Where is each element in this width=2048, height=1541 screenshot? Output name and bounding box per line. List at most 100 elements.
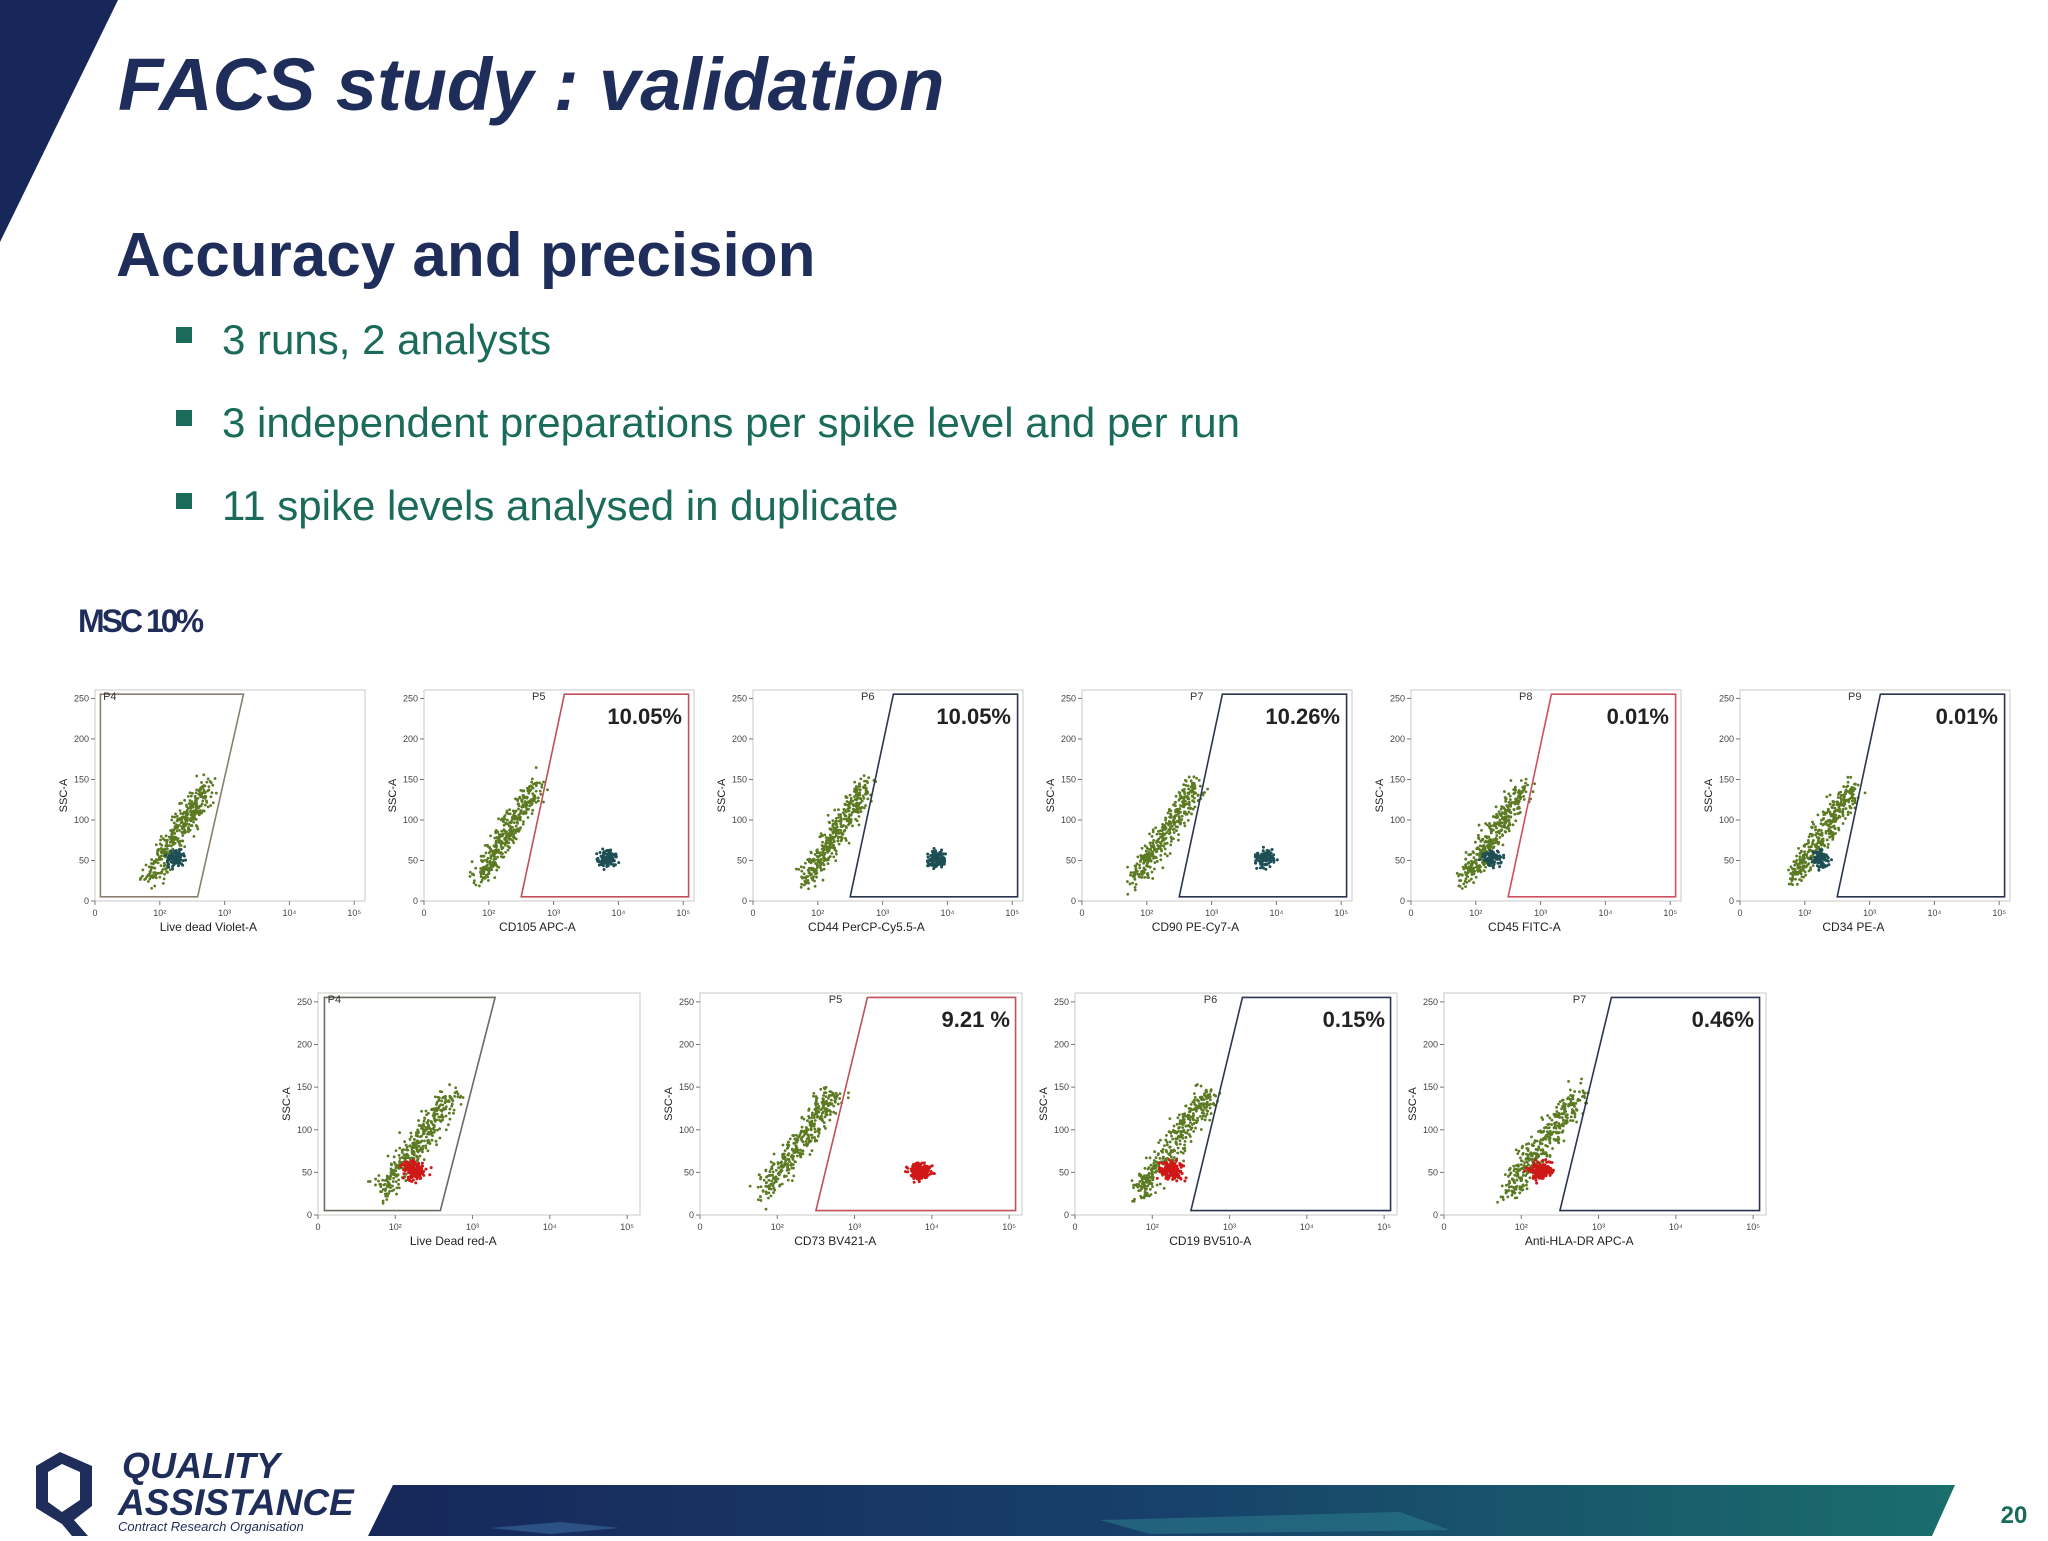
event-dot [408,1169,411,1172]
event-dot [163,865,166,868]
event-dot [810,1128,813,1131]
event-dot [822,1110,825,1113]
event-dot [1467,869,1470,872]
event-dot [397,1183,400,1186]
gate-name: P4 [103,691,116,703]
event-dot [380,1183,383,1186]
event-dot [833,809,836,812]
event-dot [494,851,497,854]
y-tick-label: 150 [1054,1082,1069,1092]
event-dot [1154,826,1157,829]
event-dot [833,1099,836,1102]
event-dot [159,839,162,842]
event-dot [507,845,510,848]
event-dot [1501,816,1504,819]
event-dot [1492,829,1495,832]
event-dot [803,884,806,887]
event-dot [817,1107,820,1110]
event-dot [1497,830,1500,833]
event-dot [762,1190,765,1193]
gate-percent: 9.21 % [942,1007,1011,1032]
x-tick-label: 10⁵ [1663,908,1677,918]
event-dot [529,788,532,791]
event-dot [501,856,504,859]
event-dot [1516,798,1519,801]
event-dot [1188,811,1191,814]
event-dot [156,852,159,855]
event-dot [414,1181,417,1184]
event-dot [1193,1099,1196,1102]
y-tick-label: 150 [1390,774,1405,784]
event-dot [1152,1162,1155,1165]
event-dot [485,868,488,871]
event-dot [1146,876,1149,879]
event-dot [440,1100,443,1103]
event-dot [822,879,825,882]
event-dot [1800,859,1803,862]
event-dot [854,798,857,801]
event-dot [150,862,153,865]
event-dot [844,837,847,840]
event-dot [1479,840,1482,843]
event-dot [546,788,549,791]
event-dot [1177,1116,1180,1119]
event-dot [1187,796,1190,799]
event-dot [172,843,175,846]
event-dot [1194,1096,1197,1099]
event-dot [1503,808,1506,811]
event-dot [1191,794,1194,797]
event-dot [1502,843,1505,846]
event-dot [209,780,212,783]
x-tick-label: 10³ [1223,1222,1236,1232]
event-dot [406,1153,409,1156]
event-dot [1140,871,1143,874]
event-dot [1499,862,1502,865]
event-dot [1148,833,1151,836]
event-dot [209,804,212,807]
event-dot [1179,1119,1182,1122]
event-dot [1256,852,1259,855]
x-tick-label: 10⁵ [1002,1222,1016,1232]
event-dot [784,1156,787,1159]
y-tick-label: 50 [79,855,89,865]
event-dot [176,861,179,864]
event-dot [812,1095,815,1098]
event-dot [420,1110,423,1113]
event-dot [1838,791,1841,794]
event-dot [1470,878,1473,881]
gate-percent: 0.01% [1936,704,1998,729]
event-dot [1189,1128,1192,1131]
event-dot [184,819,187,822]
event-dot [1545,1151,1548,1154]
event-dot [1165,1134,1168,1137]
plot-frame [95,690,365,901]
event-dot [1839,796,1842,799]
event-dot [1159,836,1162,839]
event-dot [824,1115,827,1118]
event-dot [823,1086,826,1089]
event-dot [926,861,929,864]
event-dot [1145,1187,1148,1190]
event-dot [1150,1164,1153,1167]
event-dot [1465,851,1468,854]
event-dot [792,1142,795,1145]
event-dot [1828,819,1831,822]
event-dot [1257,855,1260,858]
y-axis-label: SSC-A [1045,778,1057,812]
event-dot [176,825,179,828]
event-dot [1514,791,1517,794]
event-dot [829,855,832,858]
event-dot [1787,869,1790,872]
event-dot [175,852,178,855]
event-dot [1189,1121,1192,1124]
event-dot [1255,867,1258,870]
event-dot [1797,865,1800,868]
event-dot [777,1166,780,1169]
event-dot [199,811,202,814]
corner-accent [0,0,118,242]
event-dot [935,854,938,857]
event-dot [148,878,151,881]
event-dot [923,1161,926,1164]
event-dot [537,796,540,799]
